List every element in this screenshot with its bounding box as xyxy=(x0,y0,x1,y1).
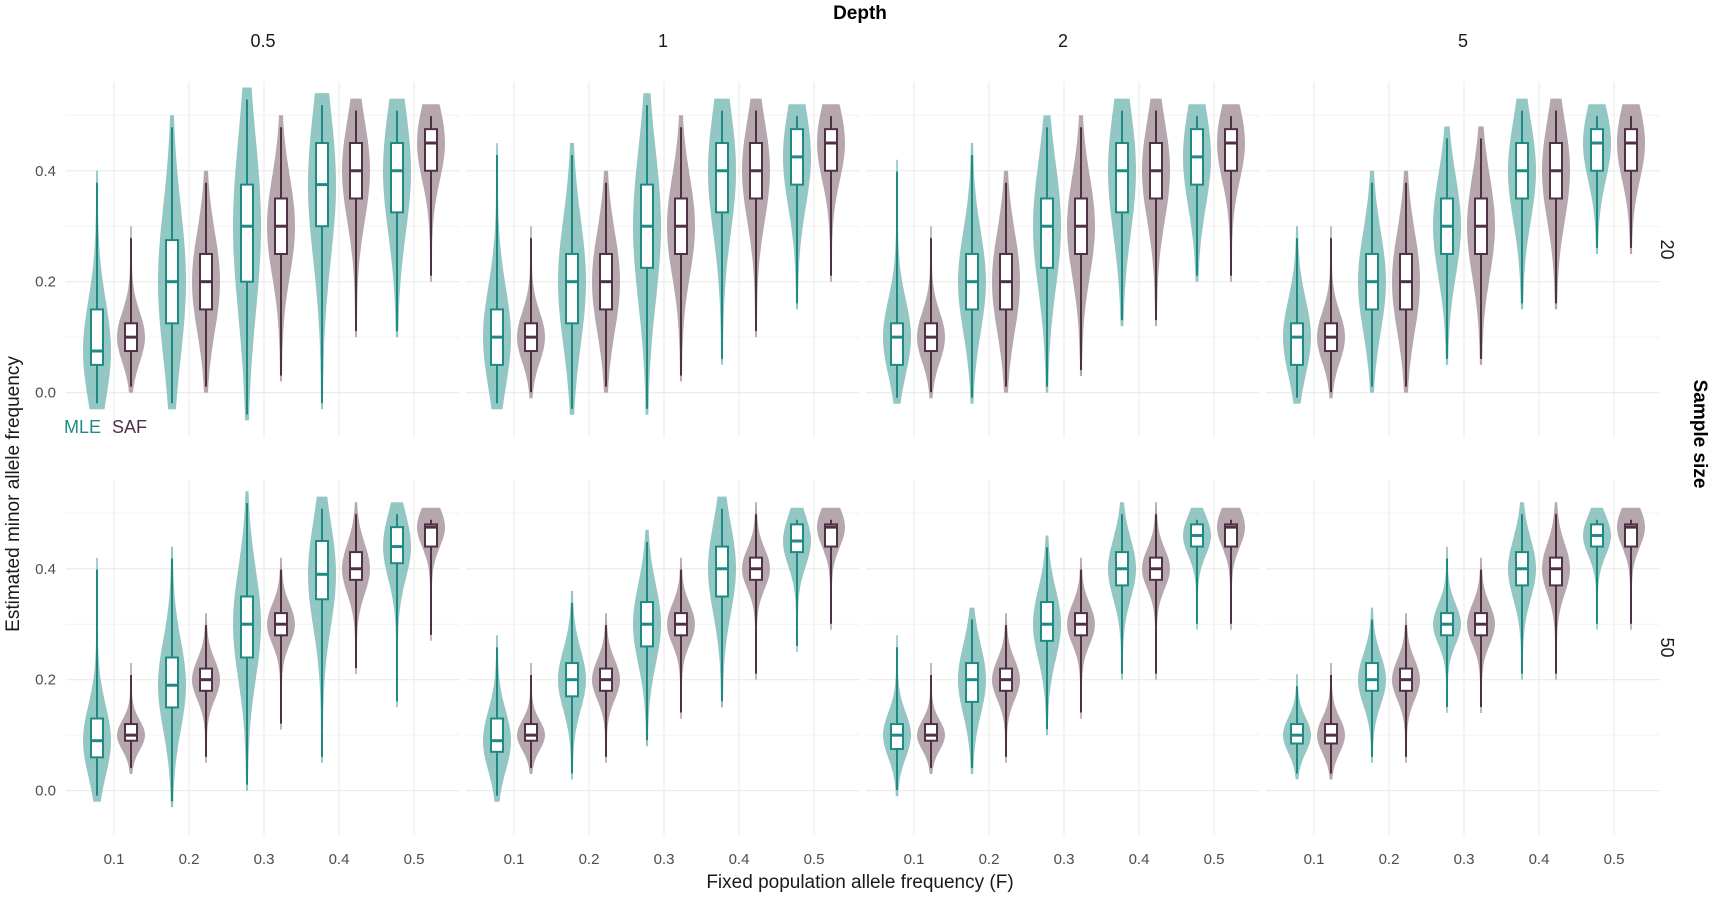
x-tick-label: 0.2 xyxy=(579,851,600,868)
y-tick-label: 0.4 xyxy=(35,561,56,578)
x-tick-label: 0.4 xyxy=(729,851,750,868)
mle-box xyxy=(240,595,254,659)
saf-box xyxy=(124,723,138,742)
y-tick-label: 0.4 xyxy=(35,163,56,180)
panel-marks-2-50 xyxy=(883,502,1245,797)
facet-row-label: 50 xyxy=(1657,637,1677,657)
mle-box xyxy=(1040,197,1054,269)
y-tick-label: 0.2 xyxy=(35,274,56,291)
panel-marks-5-50 xyxy=(1283,502,1645,780)
x-tick-label: 0.4 xyxy=(329,851,350,868)
x-tick-label: 0.5 xyxy=(404,851,425,868)
legend-entry-saf: SAF xyxy=(112,417,147,437)
mle-box xyxy=(790,523,804,554)
mle-box xyxy=(1115,142,1129,214)
x-tick-label: 0.3 xyxy=(254,851,275,868)
mle-box xyxy=(890,322,904,366)
mle-box xyxy=(1290,322,1304,366)
y-tick-label: 0.2 xyxy=(35,672,56,689)
panel-marks-2-20 xyxy=(883,98,1245,404)
mle-box xyxy=(565,252,579,325)
mle-box xyxy=(490,717,504,753)
saf-box xyxy=(1549,556,1563,587)
x-tick-label: 0.1 xyxy=(904,851,925,868)
x-tick-label: 0.4 xyxy=(1529,851,1550,868)
x-tick-label: 0.3 xyxy=(1454,851,1475,868)
mle-box xyxy=(1365,662,1379,692)
panels-layer: 0.0 0.2 0.4 0.0 0.2 0.4 0.1 0.2 0.3 0.4 0.5 0.1 0.2 0… xyxy=(35,31,1677,868)
x-tick-label: 0.1 xyxy=(504,851,525,868)
mle-box xyxy=(315,540,329,601)
y-axis-label: Estimated minor allele frequency xyxy=(3,356,24,632)
x-tick-label: 0.2 xyxy=(179,851,200,868)
facet-column-label: 0.5 xyxy=(250,31,275,51)
mle-box xyxy=(715,142,729,214)
saf-box xyxy=(524,723,538,742)
panel-marks-0.5-50 xyxy=(83,491,445,808)
x-tick-label: 0.2 xyxy=(979,851,1000,868)
x-tick-label: 0.3 xyxy=(1054,851,1075,868)
x-tick-label: 0.2 xyxy=(1379,851,1400,868)
mle-box xyxy=(165,656,179,709)
panel-marks-0.5-20 xyxy=(83,87,445,421)
x-tick-label: 0.5 xyxy=(1604,851,1625,868)
facet-column-label: 2 xyxy=(1058,31,1068,51)
saf-box xyxy=(1224,523,1238,548)
mle-box xyxy=(1590,128,1604,172)
mle-box xyxy=(390,142,404,214)
panel-marks-1-20 xyxy=(483,93,845,415)
depth-title: Depth xyxy=(833,3,887,24)
labels-layer: Depth Fixed population allele frequency … xyxy=(3,3,1710,893)
saf-box xyxy=(424,128,438,172)
facet-column-label: 5 xyxy=(1458,31,1468,51)
x-tick-label: 0.3 xyxy=(654,851,675,868)
y-tick-label: 0.0 xyxy=(35,385,56,402)
sample-size-title: Sample size xyxy=(1689,380,1710,489)
mle-box xyxy=(90,308,104,366)
mle-box xyxy=(715,545,729,598)
facet-row-label: 20 xyxy=(1657,239,1677,259)
panel-marks-5-20 xyxy=(1283,98,1645,404)
x-tick-label: 0.1 xyxy=(104,851,125,868)
facet-column-label: 1 xyxy=(658,31,668,51)
panel-marks-1-50 xyxy=(483,496,845,802)
legend-entry-mle: MLE xyxy=(64,417,101,437)
saf-box xyxy=(824,128,838,172)
x-axis-label: Fixed population allele frequency (F) xyxy=(706,872,1013,893)
mle-box xyxy=(240,183,254,283)
saf-box xyxy=(924,723,938,742)
mle-box xyxy=(965,662,979,703)
saf-box xyxy=(1224,128,1238,172)
mle-box xyxy=(1040,601,1054,642)
y-tick-label: 0.0 xyxy=(35,783,56,800)
x-tick-label: 0.1 xyxy=(1304,851,1325,868)
saf-box xyxy=(424,523,438,548)
saf-box xyxy=(1624,128,1638,172)
mle-box xyxy=(90,717,104,759)
saf-box xyxy=(1624,523,1638,548)
saf-box xyxy=(349,551,363,581)
x-tick-label: 0.5 xyxy=(804,851,825,868)
saf-box xyxy=(824,523,838,548)
x-tick-label: 0.5 xyxy=(1204,851,1225,868)
panel-1-50 xyxy=(466,480,860,835)
x-tick-label: 0.4 xyxy=(1129,851,1150,868)
